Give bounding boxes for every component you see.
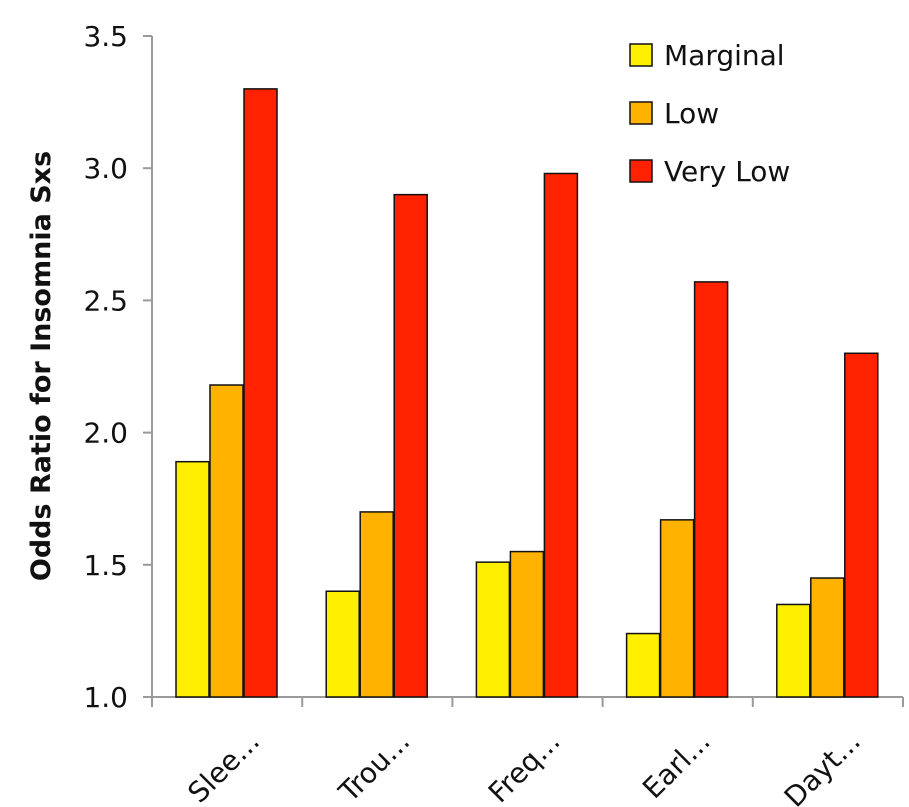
- bar-very-low: [393, 193, 428, 698]
- legend-entry: Very Low: [664, 155, 790, 188]
- y-tick-label: 1.5: [83, 549, 128, 582]
- bar-marginal: [625, 632, 661, 698]
- legend-swatch: [629, 101, 653, 125]
- bar-marginal: [776, 603, 811, 698]
- bars: [175, 88, 879, 698]
- y-tick-label: 2.0: [83, 417, 128, 450]
- y-tick-label: 2.5: [83, 284, 128, 317]
- legend-entry: Marginal: [664, 39, 785, 72]
- bar-very-low: [693, 281, 729, 698]
- bar-very-low: [543, 172, 579, 698]
- bar-low: [810, 577, 845, 698]
- bar-marginal: [325, 590, 360, 698]
- bar-very-low: [243, 88, 278, 698]
- y-tick-label: 3.5: [83, 20, 128, 53]
- y-tick-label: 3.0: [83, 152, 128, 185]
- legend-swatch: [629, 43, 653, 67]
- x-category-label: Trou...: [332, 725, 416, 807]
- y-axis: 1.0 1.5 2.0 2.5 3.0 3.5: [83, 20, 153, 714]
- x-category-label: Slee...: [181, 725, 266, 807]
- bar-low: [659, 519, 695, 698]
- legend-entry: Low: [664, 97, 719, 130]
- bar-marginal: [475, 561, 511, 698]
- bar-marginal: [175, 460, 210, 698]
- x-category-label: Earl...: [636, 725, 716, 805]
- legend: Marginal Low Very Low: [629, 39, 790, 188]
- bar-low: [209, 384, 244, 698]
- bar-low: [509, 550, 545, 698]
- legend-swatch: [629, 159, 653, 183]
- y-tick-label: 1.0: [83, 681, 128, 714]
- y-axis-label: Odds Ratio for Insomnia Sxs: [26, 151, 57, 581]
- x-axis: Slee... Trou... Freq... Earl... Dayt...: [151, 696, 904, 807]
- bar-very-low: [844, 352, 879, 698]
- x-category-label: Dayt...: [778, 725, 867, 807]
- x-category-label: Freq...: [482, 725, 567, 807]
- bar-low: [359, 511, 394, 698]
